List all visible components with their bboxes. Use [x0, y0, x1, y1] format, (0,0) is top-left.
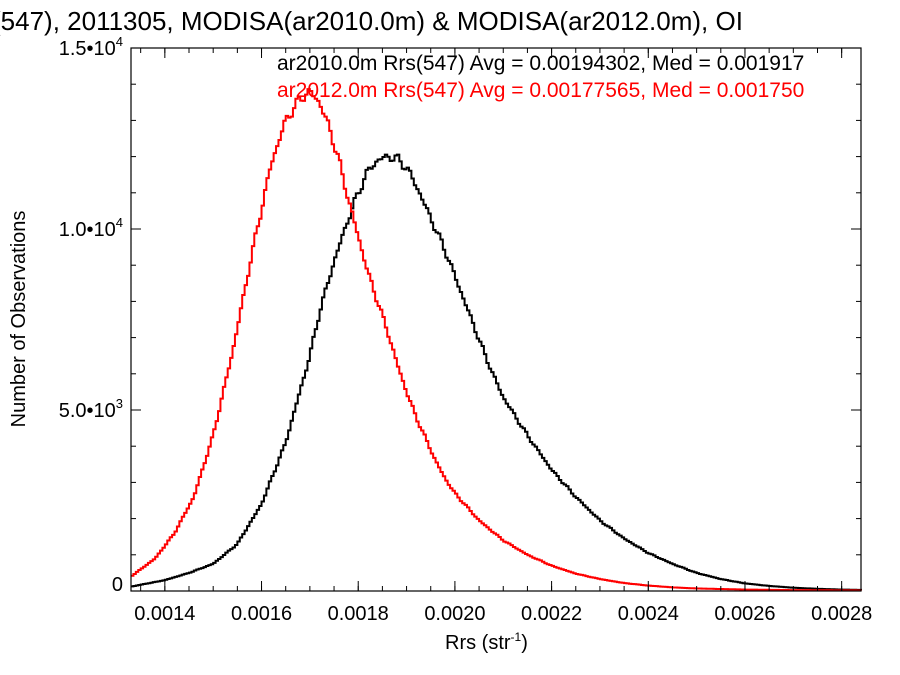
y-tick-label: 0 — [112, 574, 123, 596]
x-axis-label-exponent: -1 — [511, 630, 522, 644]
x-axis-ticks: 0.0014 0.0016 0.0018 0.0020 0.0022 0.0024 0.00… — [134, 48, 872, 625]
x-tick-label: 0.0026 — [714, 603, 775, 625]
y-tick-label: 1.5•104 — [59, 34, 123, 60]
x-tick-label: 0.0016 — [231, 603, 292, 625]
y-axis-label: Number of Observations — [8, 211, 30, 428]
y-tick-label: 5.0•103 — [59, 396, 123, 422]
x-axis-label: Rrs (str-1) — [445, 630, 528, 654]
chart-title: (547), 2011305, MODISA(ar2010.0m) & MODI… — [0, 6, 743, 36]
y-tick-label: 1.0•104 — [59, 215, 123, 241]
legend-entry-1: ar2010.0m Rrs(547) Avg = 0.00194302, Med… — [277, 52, 804, 75]
x-tick-label: 0.0022 — [521, 603, 582, 625]
x-axis-label-close: ) — [521, 632, 528, 654]
x-tick-label: 0.0024 — [618, 603, 679, 625]
x-tick-label: 0.0014 — [134, 603, 195, 625]
legend: ar2010.0m Rrs(547) Avg = 0.00194302, Med… — [277, 52, 804, 102]
x-tick-label: 0.0020 — [424, 603, 485, 625]
plot-frame — [130, 47, 862, 592]
x-tick-label: 0.0018 — [328, 603, 389, 625]
x-tick-label: 0.0028 — [811, 603, 872, 625]
plot-series — [131, 88, 862, 592]
series-line-1 — [131, 153, 862, 591]
series-line-2 — [131, 88, 862, 592]
legend-entry-2: ar2012.0m Rrs(547) Avg = 0.00177565, Med… — [277, 79, 804, 102]
y-axis-ticks: 0 5.0•103 1.0•104 1.5•104 — [59, 34, 861, 596]
